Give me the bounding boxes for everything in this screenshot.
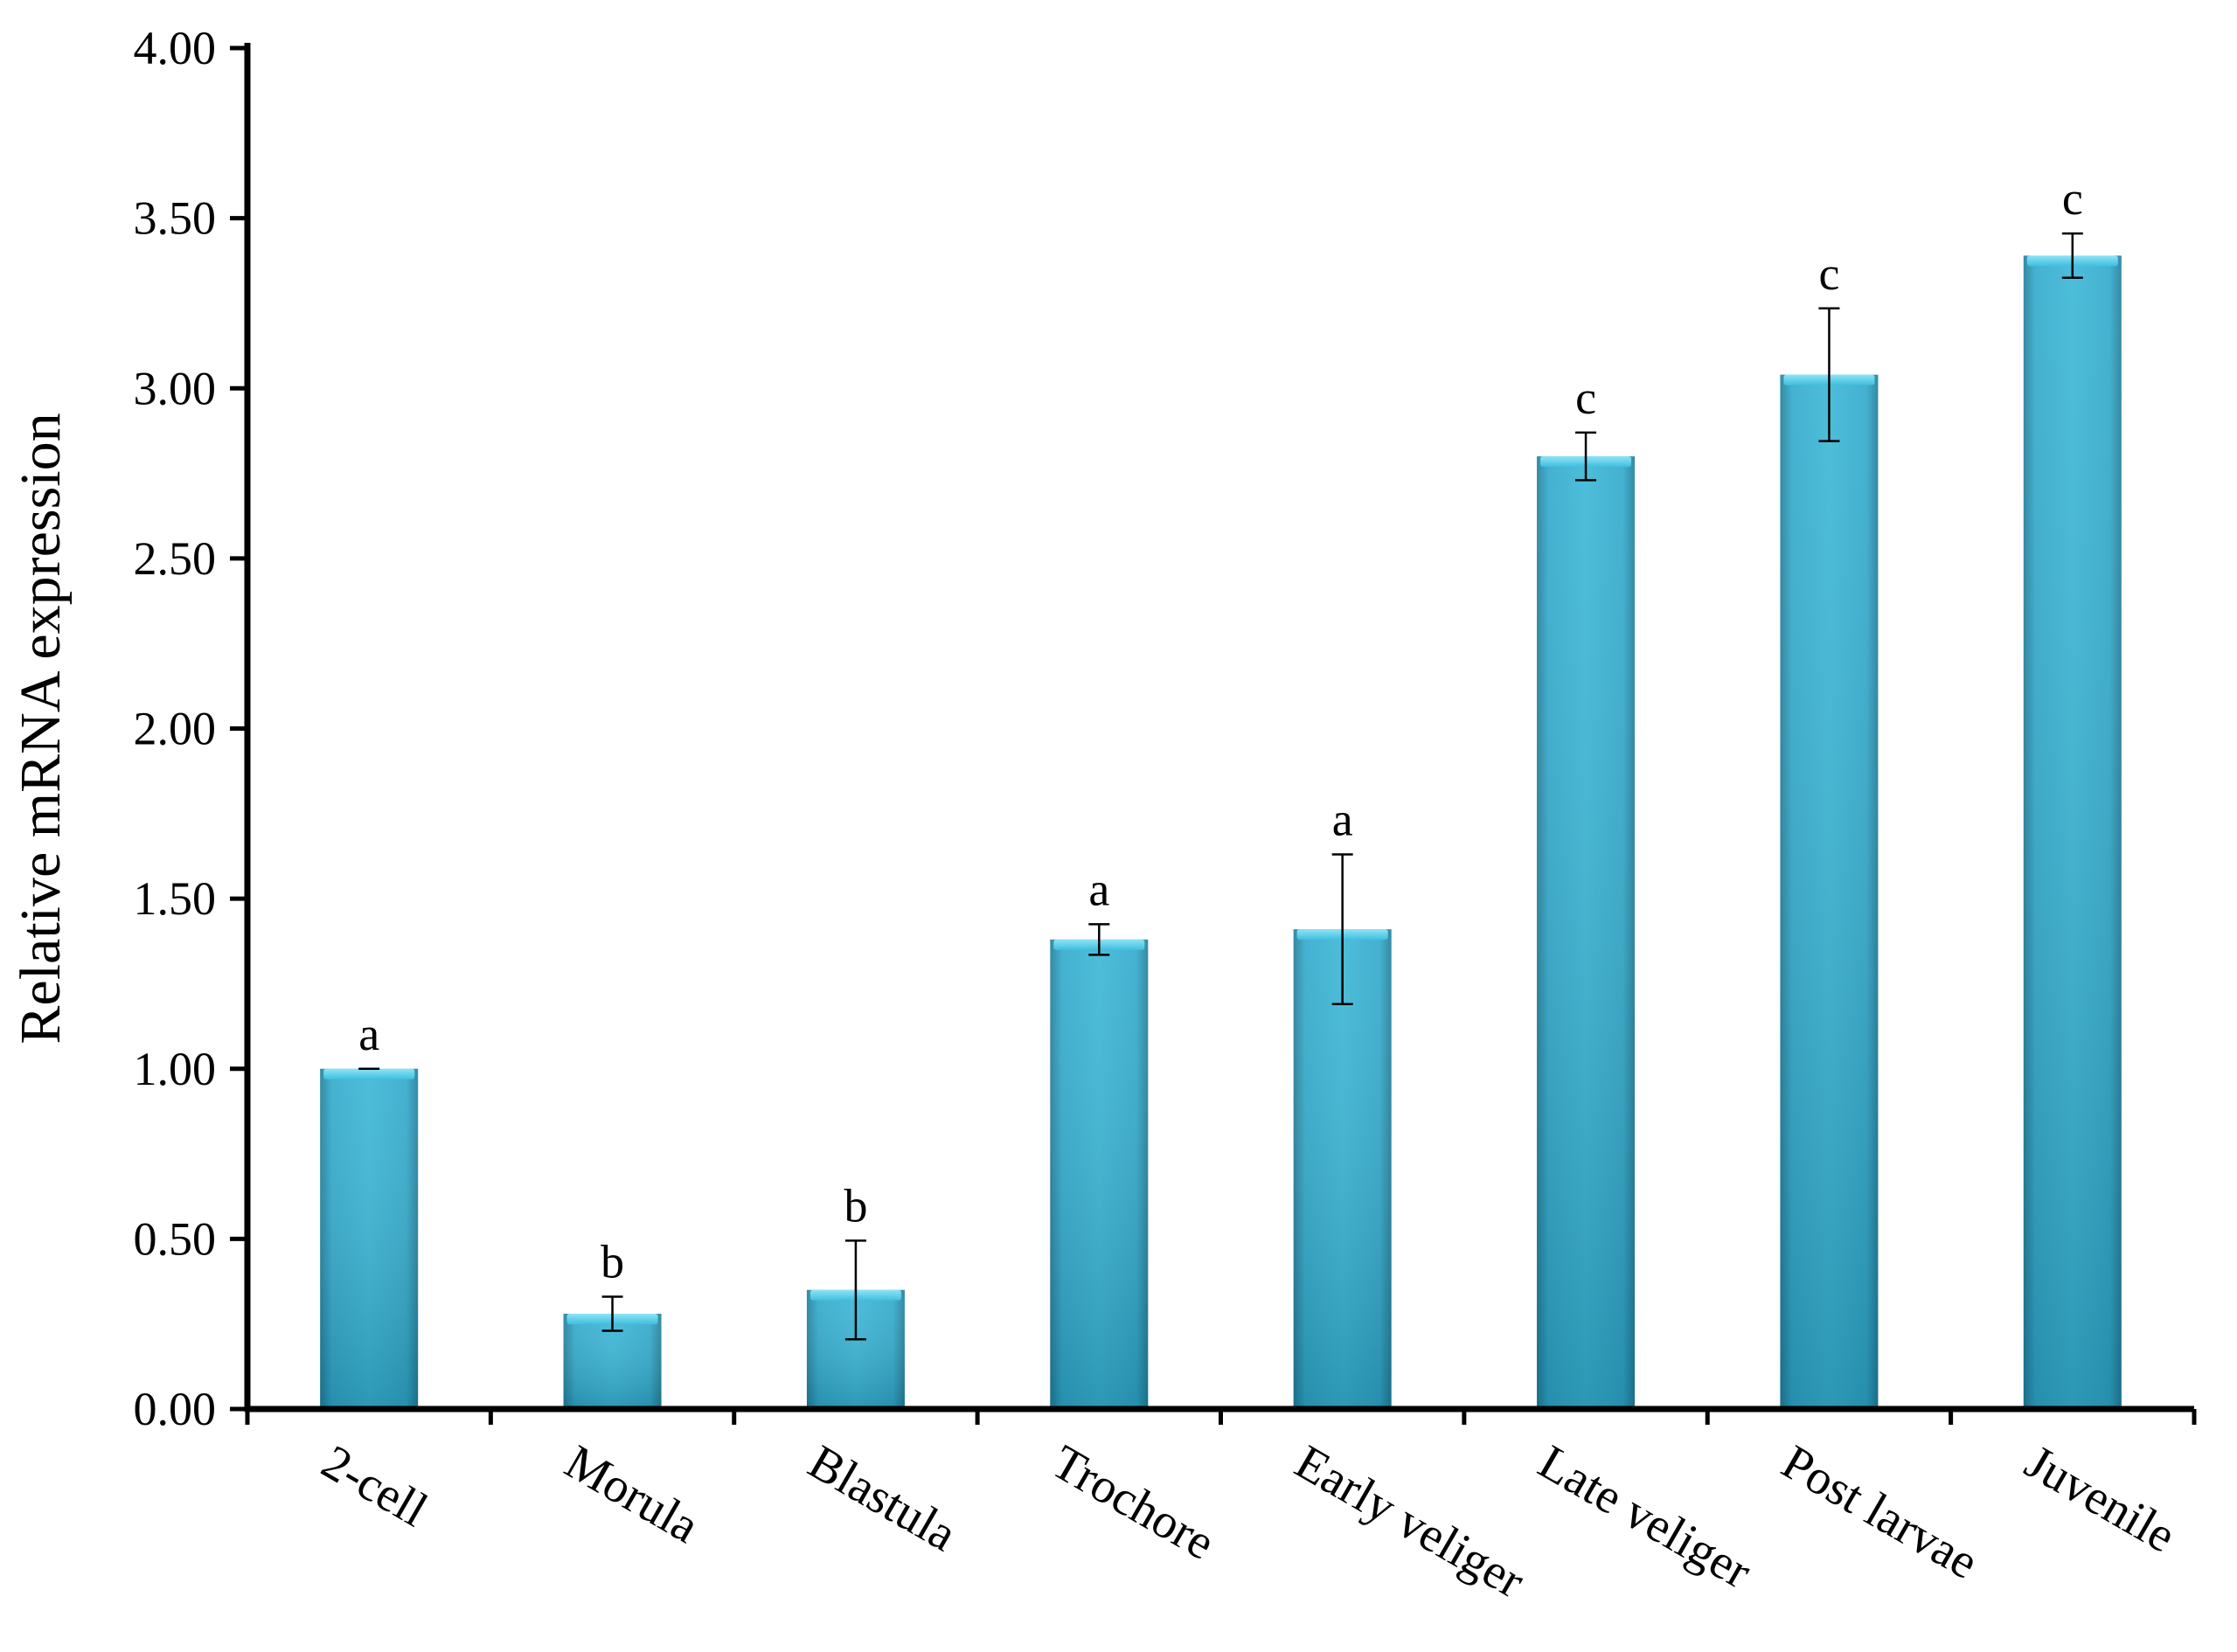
y-tick-label: 3.50: [134, 192, 217, 245]
x-category-label: 2-cell: [313, 1435, 436, 1537]
y-tick-label: 0.00: [134, 1383, 217, 1435]
bar-shade: [1050, 939, 1149, 1409]
x-category-label: Early veliger: [1286, 1435, 1533, 1609]
bar: [806, 1289, 905, 1409]
error-bars: [358, 232, 2083, 1341]
bar-shade: [1293, 929, 1392, 1409]
y-axis-title: Relative mRNA expression: [9, 413, 73, 1044]
x-category-label: Late veliger: [1530, 1435, 1761, 1600]
significance-label: b: [844, 1179, 867, 1232]
significance-label: b: [601, 1236, 624, 1288]
bar: [1780, 374, 1879, 1410]
bar: [320, 1068, 419, 1409]
y-tick-label: 0.50: [134, 1212, 217, 1265]
significance-label: a: [358, 1008, 379, 1060]
bars: [320, 255, 2122, 1410]
significance-labels: a b b a a c c c: [358, 172, 2083, 1288]
x-category-label: Trochore: [1043, 1435, 1224, 1571]
bar-shade: [2023, 255, 2122, 1409]
x-category-label: Post larvae: [1773, 1435, 1987, 1590]
bar-shade: [1537, 456, 1636, 1409]
significance-label: c: [1818, 247, 1839, 300]
bar: [1293, 929, 1392, 1409]
y-tick-label: 1.00: [134, 1043, 217, 1095]
y-tick-label: 3.00: [134, 362, 217, 414]
bar: [2023, 255, 2122, 1409]
bar: [1537, 456, 1636, 1409]
bar-shade: [320, 1068, 419, 1409]
y-tick-label: 4.00: [134, 22, 217, 74]
y-axis-title-group: Relative mRNA expression: [9, 413, 73, 1044]
significance-label: a: [1332, 794, 1353, 846]
y-axis-ticks: 0.00 0.50 1.00 1.50 2.00 2.50 3.00 3.50 4.00: [134, 22, 247, 1435]
x-category-label: Morula: [556, 1435, 708, 1554]
y-tick-label: 2.50: [134, 532, 217, 585]
bar: [1050, 939, 1149, 1409]
x-axis-ticks: 2-cell Morula Blastula Trochore Early velige…: [245, 1409, 2197, 1609]
axes: [244, 43, 2194, 1413]
significance-label: c: [2062, 172, 2083, 225]
x-category-label: Juvenile: [2016, 1435, 2185, 1564]
x-category-label: Blastula: [799, 1435, 965, 1563]
significance-label: a: [1088, 863, 1109, 915]
significance-label: c: [1575, 371, 1596, 424]
bar-top-highlight: [323, 1068, 415, 1079]
y-tick-label: 1.50: [134, 872, 217, 925]
bar-shade: [1780, 374, 1879, 1410]
y-tick-label: 2.00: [134, 703, 217, 755]
